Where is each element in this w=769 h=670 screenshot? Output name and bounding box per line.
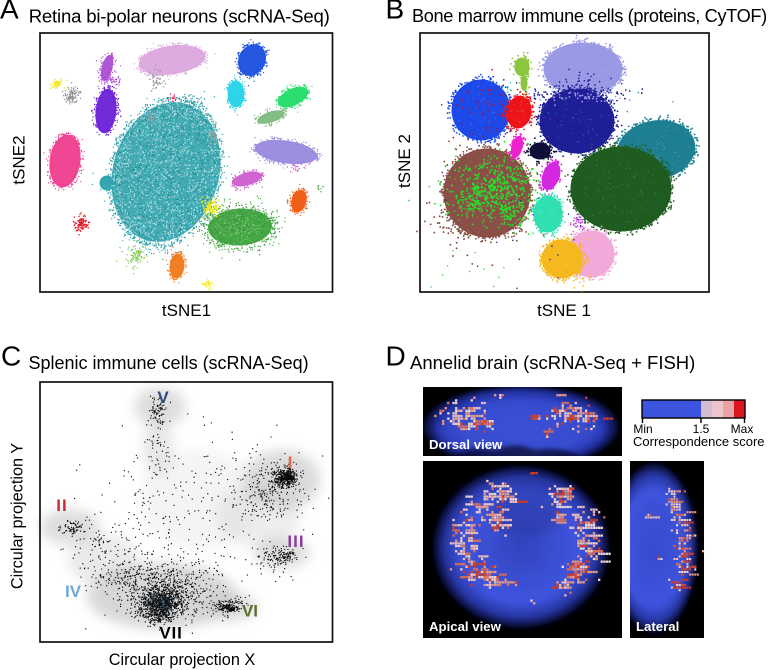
- svg-text:V: V: [157, 388, 169, 407]
- svg-text:tSNE2: tSNE2: [10, 135, 29, 184]
- svg-text:Circular projection X: Circular projection X: [109, 651, 256, 669]
- svg-text:Min: Min: [633, 422, 652, 436]
- svg-text:Correspondence score: Correspondence score: [633, 434, 765, 449]
- svg-text:VII: VII: [159, 624, 182, 643]
- svg-text:Lateral: Lateral: [636, 619, 679, 634]
- svg-text:tSNE1: tSNE1: [162, 301, 211, 320]
- svg-text:II: II: [56, 496, 67, 515]
- svg-text:Max: Max: [731, 422, 754, 436]
- svg-text:Bone marrow immune cells (prot: Bone marrow immune cells (proteins, CyTO…: [412, 6, 767, 26]
- svg-text:Splenic immune cells (scRNA-Se: Splenic immune cells (scRNA-Seq): [29, 353, 309, 373]
- svg-text:IV: IV: [65, 582, 82, 601]
- svg-text:C: C: [1, 341, 21, 372]
- svg-text:Dorsal view: Dorsal view: [429, 437, 503, 452]
- svg-text:Annelid brain (scRNA-Seq + FIS: Annelid brain (scRNA-Seq + FISH): [410, 352, 695, 373]
- svg-text:tSNE 1: tSNE 1: [537, 301, 591, 320]
- svg-text:tSNE 2: tSNE 2: [395, 134, 414, 188]
- svg-text:VI: VI: [242, 602, 258, 621]
- svg-text:B: B: [386, 0, 405, 25]
- svg-text:Circular projection Y: Circular projection Y: [9, 443, 27, 589]
- svg-text:A: A: [0, 0, 19, 25]
- svg-text:D: D: [386, 341, 406, 372]
- svg-text:I: I: [288, 453, 293, 472]
- svg-text:Apical view: Apical view: [429, 619, 502, 634]
- svg-text:1.5: 1.5: [693, 422, 710, 436]
- svg-text:III: III: [287, 532, 304, 551]
- svg-text:Retina bi-polar neurons (scRNA: Retina bi-polar neurons (scRNA-Seq): [29, 5, 330, 26]
